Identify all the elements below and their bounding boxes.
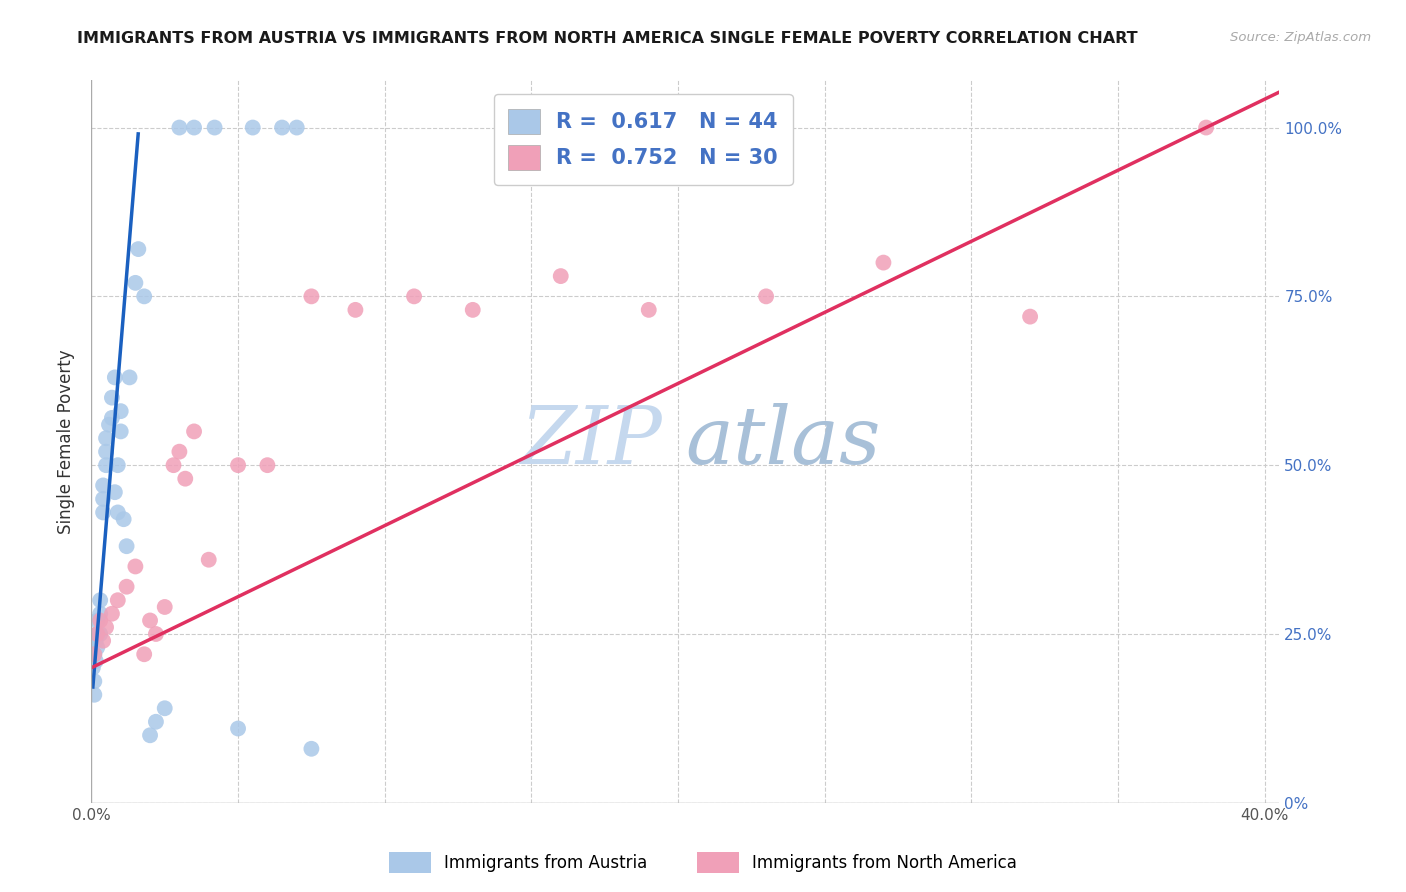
Point bbox=[153, 599, 176, 614]
Point bbox=[1019, 310, 1042, 324]
Point bbox=[83, 647, 105, 661]
Text: IMMIGRANTS FROM AUSTRIA VS IMMIGRANTS FROM NORTH AMERICA SINGLE FEMALE POVERTY C: IMMIGRANTS FROM AUSTRIA VS IMMIGRANTS FR… bbox=[77, 31, 1137, 46]
Point bbox=[89, 627, 111, 641]
Point bbox=[83, 674, 105, 689]
Point bbox=[134, 289, 156, 303]
Point bbox=[94, 620, 117, 634]
Point bbox=[183, 425, 205, 439]
Point bbox=[86, 627, 108, 641]
Point bbox=[98, 417, 121, 432]
Point bbox=[145, 627, 167, 641]
Point bbox=[94, 444, 117, 458]
Point bbox=[91, 491, 114, 506]
Point bbox=[174, 472, 197, 486]
Point bbox=[84, 654, 107, 668]
Point bbox=[299, 741, 322, 756]
Point bbox=[91, 633, 114, 648]
Point bbox=[112, 512, 135, 526]
Point bbox=[104, 370, 127, 384]
Point bbox=[124, 276, 146, 290]
Point bbox=[84, 633, 107, 648]
Point bbox=[226, 458, 249, 472]
Point bbox=[94, 458, 117, 472]
Point bbox=[242, 120, 264, 135]
Point bbox=[226, 722, 249, 736]
Point bbox=[110, 425, 132, 439]
Point bbox=[134, 647, 156, 661]
Text: Source: ZipAtlas.com: Source: ZipAtlas.com bbox=[1230, 31, 1371, 45]
Legend: R =  0.617   N = 44, R =  0.752   N = 30: R = 0.617 N = 44, R = 0.752 N = 30 bbox=[494, 95, 793, 185]
Point bbox=[872, 255, 894, 269]
Point bbox=[169, 120, 191, 135]
Point bbox=[204, 120, 226, 135]
Point bbox=[86, 640, 108, 655]
Point bbox=[89, 614, 111, 628]
Point bbox=[107, 505, 129, 519]
Point bbox=[107, 593, 129, 607]
Point bbox=[118, 370, 141, 384]
Point bbox=[461, 302, 484, 317]
Point bbox=[86, 627, 108, 641]
Point bbox=[127, 242, 149, 256]
Point bbox=[162, 458, 184, 472]
Point bbox=[101, 391, 124, 405]
Point bbox=[197, 552, 219, 566]
Point bbox=[86, 614, 108, 628]
Point bbox=[107, 458, 129, 472]
Point bbox=[404, 289, 426, 303]
Point bbox=[183, 120, 205, 135]
Point bbox=[82, 661, 104, 675]
Point bbox=[285, 120, 308, 135]
Text: atlas: atlas bbox=[685, 403, 880, 480]
Point bbox=[637, 302, 659, 317]
Point bbox=[83, 688, 105, 702]
Point bbox=[101, 411, 124, 425]
Point bbox=[115, 580, 138, 594]
Legend: Immigrants from Austria, Immigrants from North America: Immigrants from Austria, Immigrants from… bbox=[382, 846, 1024, 880]
Point bbox=[91, 505, 114, 519]
Point bbox=[299, 289, 322, 303]
Point bbox=[344, 302, 367, 317]
Point bbox=[139, 614, 162, 628]
Text: ZIP: ZIP bbox=[520, 403, 662, 480]
Point bbox=[153, 701, 176, 715]
Point bbox=[256, 458, 278, 472]
Point bbox=[101, 607, 124, 621]
Point bbox=[91, 478, 114, 492]
Point bbox=[89, 593, 111, 607]
Point bbox=[755, 289, 778, 303]
Point bbox=[271, 120, 294, 135]
Point bbox=[124, 559, 146, 574]
Point bbox=[89, 607, 111, 621]
Point bbox=[169, 444, 191, 458]
Point bbox=[115, 539, 138, 553]
Point bbox=[139, 728, 162, 742]
Point bbox=[83, 647, 105, 661]
Point bbox=[104, 485, 127, 500]
Point bbox=[110, 404, 132, 418]
Y-axis label: Single Female Poverty: Single Female Poverty bbox=[58, 350, 76, 533]
Point bbox=[94, 431, 117, 445]
Point bbox=[145, 714, 167, 729]
Point bbox=[550, 269, 572, 284]
Point bbox=[1195, 120, 1218, 135]
